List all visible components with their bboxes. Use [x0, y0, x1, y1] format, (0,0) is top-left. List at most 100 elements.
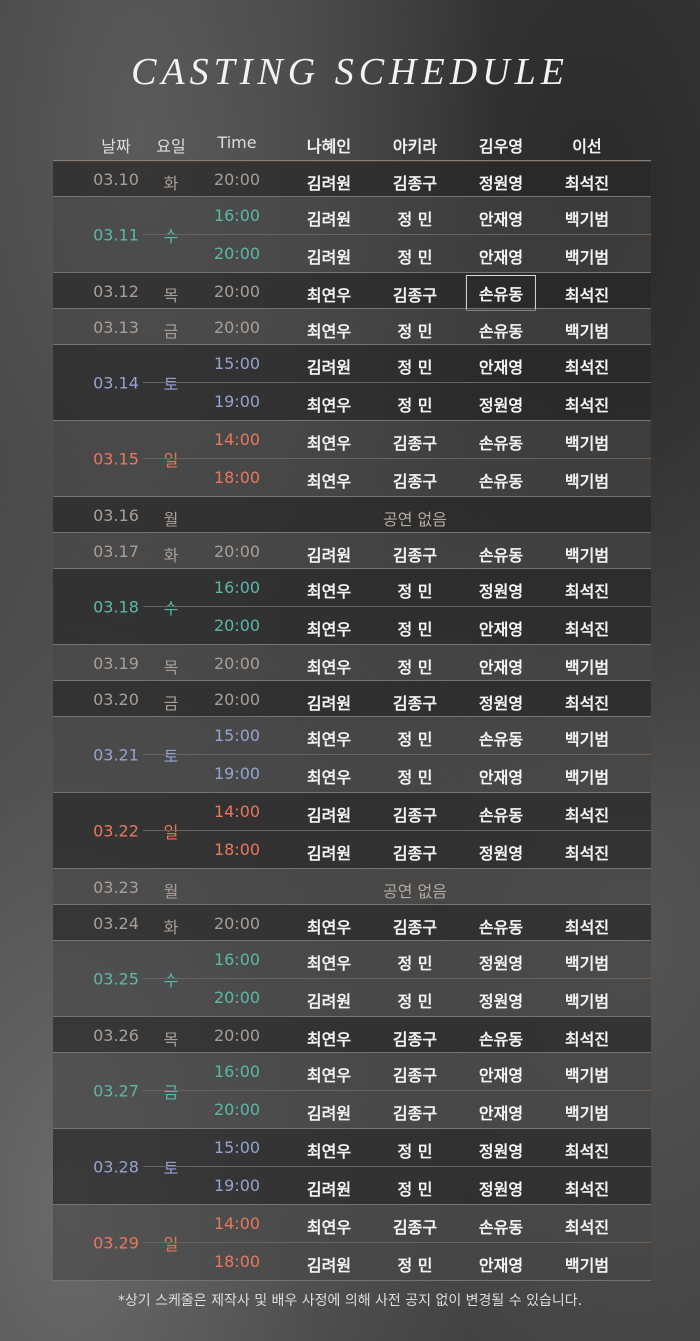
day-cell: 금: [163, 322, 179, 341]
table-row: 20:00 김려원 김종구 안재영 백기범: [143, 1090, 651, 1128]
time-cell: 20:00: [213, 318, 261, 337]
cast-cell: 김종구: [392, 1104, 438, 1123]
time-cell: 19:00: [213, 392, 261, 411]
time-cell: 20:00: [213, 244, 261, 263]
schedule-group: 03.13 금 20:00 최연우 정 민 손유동 백기범: [53, 309, 651, 345]
cast-cell: 손유동: [478, 918, 524, 937]
footnote: *상기 스케줄은 제작사 및 배우 사정에 의해 사전 공지 없이 변경될 수 …: [117, 1293, 583, 1309]
cast-cell: 정 민: [397, 210, 433, 229]
time-cell: 19:00: [213, 1176, 261, 1195]
cast-cell: 최연우: [306, 396, 352, 415]
cast-cell: 최석진: [564, 396, 610, 415]
cast-cell: 김려원: [306, 174, 352, 193]
time-cell: 20:00: [213, 1026, 261, 1045]
no-show-label: 공연 없음: [383, 510, 447, 529]
cast-cell: 김종구: [392, 546, 438, 565]
cast-cell: 손유동: [478, 1030, 524, 1049]
cast-cell: 손유동: [478, 472, 524, 491]
day-cell: 수: [163, 598, 179, 618]
cast-cell: 김려원: [306, 546, 352, 565]
cast-cell: 안재영: [478, 768, 524, 787]
day-cell: 일: [163, 822, 179, 842]
cast-cell: 김종구: [392, 1066, 438, 1085]
table-row: 03.26 목 20:00 최연우 김종구 손유동 최석진: [53, 1017, 651, 1052]
table-row: 16:00 최연우 정 민 정원영 최석진: [53, 569, 651, 606]
cast-cell: 최연우: [306, 322, 352, 341]
time-cell: 14:00: [213, 802, 261, 821]
cast-cell: 최석진: [564, 1030, 610, 1049]
day-cell: 화: [163, 174, 179, 193]
time-cell: 20:00: [213, 988, 261, 1007]
time-cell: 14:00: [213, 1214, 261, 1233]
cast-cell: 최연우: [306, 1218, 352, 1237]
time-cell: 16:00: [213, 578, 261, 597]
cast-cell: 정 민: [397, 322, 433, 341]
cast-cell: 김려원: [306, 1256, 352, 1275]
date-cell: 03.28: [93, 1157, 139, 1176]
time-cell: 15:00: [213, 354, 261, 373]
cast-cell: 정 민: [397, 1142, 433, 1161]
schedule-group: 03.10 화 20:00 김려원 김종구 정원영 최석진: [53, 161, 651, 197]
table-row: 03.19 목 20:00 최연우 정 민 안재영 백기범: [53, 645, 651, 680]
table-header: 날짜 요일 Time 나혜인 아키라 김우영 이선: [53, 130, 651, 162]
table-row: 15:00 최연우 정 민 손유동 백기범: [53, 717, 651, 754]
cast-cell: 백기범: [564, 992, 610, 1011]
cast-cell: 백기범: [564, 1256, 610, 1275]
cast-cell: 안재영: [478, 620, 524, 639]
schedule-group: 03.14 토 15:00 김려원 정 민 안재영 최석진 19:00 최연우 정 민 정원영 최석진: [53, 345, 651, 421]
table-row: 14:00 김려원 김종구 손유동 최석진: [53, 793, 651, 830]
time-cell: 20:00: [213, 690, 261, 709]
table-row: 16:00 최연우 정 민 정원영 백기범: [53, 941, 651, 978]
cast-cell: 백기범: [564, 658, 610, 677]
cast-cell: 최연우: [306, 658, 352, 677]
date-cell: 03.16: [93, 506, 139, 525]
cast-cell: 최석진: [564, 286, 610, 305]
cast-cell: 정원영: [478, 174, 524, 193]
cast-cell: 최석진: [564, 358, 610, 377]
table-row: 15:00 김려원 정 민 안재영 최석진: [53, 345, 651, 382]
cast-cell: 백기범: [564, 730, 610, 749]
cast-cell: 김려원: [306, 844, 352, 863]
cast-cell: 김려원: [306, 1104, 352, 1123]
date-cell: 03.12: [93, 282, 139, 301]
header-cast-3: 김우영: [478, 137, 524, 156]
cast-cell: 정 민: [397, 730, 433, 749]
cast-cell: 백기범: [564, 1104, 610, 1123]
cast-cell: 김려원: [306, 694, 352, 713]
date-cell: 03.27: [93, 1081, 139, 1100]
cast-cell: 정원영: [478, 992, 524, 1011]
schedule-group: 03.29 일 14:00 최연우 김종구 손유동 최석진 18:00 김려원 정 민 안재영 백기범: [53, 1205, 651, 1281]
cast-cell: 최연우: [306, 472, 352, 491]
header-day: 요일: [156, 137, 186, 156]
cast-cell: 안재영: [478, 1256, 524, 1275]
day-cell: 월: [163, 510, 179, 529]
schedule-group: 03.24 화 20:00 최연우 김종구 손유동 최석진: [53, 905, 651, 941]
time-cell: 19:00: [213, 764, 261, 783]
cast-cell: 백기범: [564, 768, 610, 787]
date-cell: 03.15: [93, 449, 139, 468]
schedule-table: 03.10 화 20:00 김려원 김종구 정원영 최석진 03.11 수 16:00 김려원 정 민…: [53, 161, 651, 1281]
cast-cell: 안재영: [478, 210, 524, 229]
cast-cell: 최연우: [306, 730, 352, 749]
table-row: 16:00 김려원 정 민 안재영 백기범: [53, 197, 651, 234]
time-cell: 20:00: [213, 914, 261, 933]
schedule-group: 03.23 월 공연 없음: [53, 869, 651, 905]
time-cell: 15:00: [213, 726, 261, 745]
cast-cell: 최연우: [306, 1142, 352, 1161]
day-cell: 토: [163, 1158, 179, 1178]
date-cell: 03.29: [93, 1233, 139, 1252]
cast-cell: 김려원: [306, 248, 352, 267]
table-row: 03.13 금 20:00 최연우 정 민 손유동 백기범: [53, 309, 651, 344]
header-time: Time: [217, 133, 257, 152]
cast-cell: 최연우: [306, 768, 352, 787]
cast-cell: 백기범: [564, 434, 610, 453]
cast-cell: 손유동: [478, 546, 524, 565]
cast-cell: 김려원: [306, 358, 352, 377]
schedule-group: 03.12 목 20:00 최연우 김종구 손유동 최석진: [53, 273, 651, 311]
date-cell: 03.11: [93, 225, 139, 244]
table-row: 14:00 최연우 김종구 손유동 백기범: [53, 421, 651, 458]
cast-cell: 손유동: [478, 1218, 524, 1237]
cast-cell: 김종구: [392, 1030, 438, 1049]
time-cell: 20:00: [213, 654, 261, 673]
date-cell: 03.19: [93, 654, 139, 673]
